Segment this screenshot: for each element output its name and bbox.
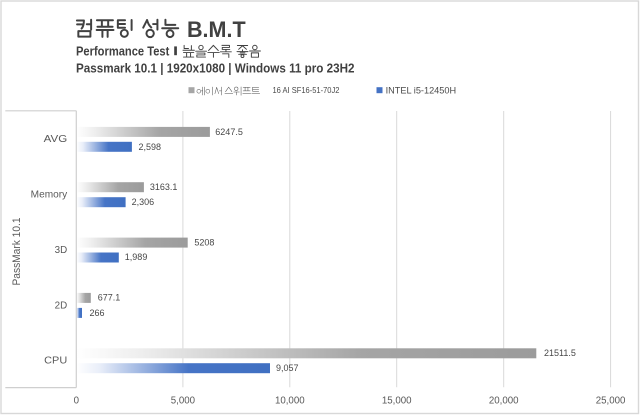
svg-text:9,057: 9,057 bbox=[276, 363, 299, 373]
svg-text:AVG: AVG bbox=[44, 134, 68, 145]
svg-text:Passmark 10.1 | 1920x1080 | Wi: Passmark 10.1 | 1920x1080 | Windows 11 p… bbox=[76, 60, 355, 75]
svg-text:2D: 2D bbox=[55, 300, 68, 311]
svg-text:3163.1: 3163.1 bbox=[150, 182, 178, 192]
svg-text:3D: 3D bbox=[55, 245, 68, 256]
svg-text:25,000: 25,000 bbox=[596, 396, 626, 407]
svg-text:2,306: 2,306 bbox=[132, 197, 155, 207]
svg-text:CPU: CPU bbox=[44, 356, 67, 367]
svg-text:PassMark 10.1: PassMark 10.1 bbox=[11, 218, 23, 286]
svg-text:6247.5: 6247.5 bbox=[215, 127, 243, 137]
svg-text:Performance Test: Performance Test bbox=[76, 43, 170, 58]
svg-text:20,000: 20,000 bbox=[489, 396, 519, 407]
svg-text:2,598: 2,598 bbox=[139, 142, 162, 152]
svg-text:21511.5: 21511.5 bbox=[544, 348, 576, 358]
svg-text:15,000: 15,000 bbox=[382, 396, 412, 407]
svg-text:5208: 5208 bbox=[194, 237, 214, 247]
svg-text:10,000: 10,000 bbox=[275, 396, 305, 407]
svg-text:0: 0 bbox=[74, 396, 80, 407]
svg-text:677.1: 677.1 bbox=[98, 293, 121, 303]
svg-text:Memory: Memory bbox=[31, 190, 68, 201]
svg-text:266: 266 bbox=[90, 308, 105, 318]
svg-text:16 AI SF16-51-70J2: 16 AI SF16-51-70J2 bbox=[273, 86, 340, 95]
svg-text:1,989: 1,989 bbox=[125, 252, 148, 262]
svg-text:INTEL i5-12450H: INTEL i5-12450H bbox=[386, 84, 457, 95]
svg-text:B.M.T: B.M.T bbox=[187, 17, 246, 42]
svg-text:5,000: 5,000 bbox=[171, 396, 196, 407]
